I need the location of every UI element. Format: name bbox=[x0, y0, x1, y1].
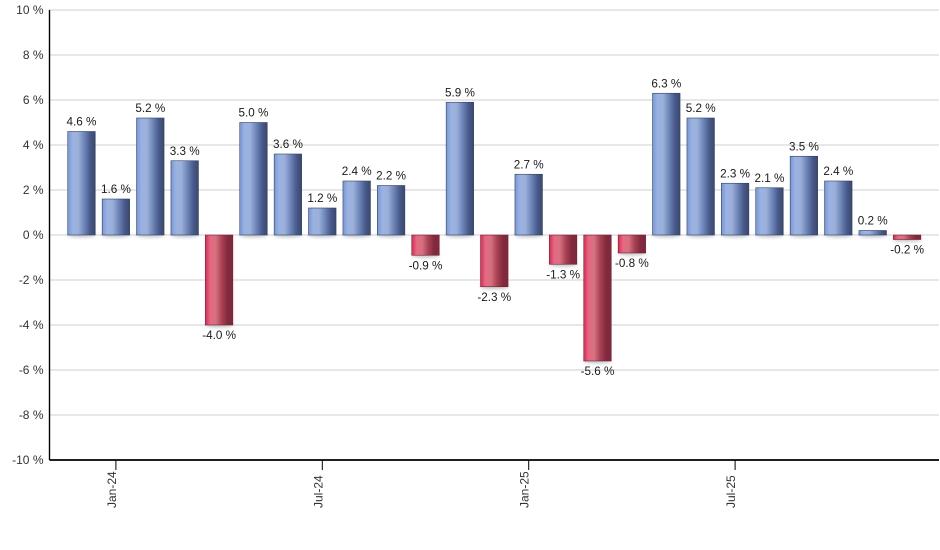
svg-text:4 %: 4 % bbox=[23, 138, 44, 152]
svg-text:-0.2 %: -0.2 % bbox=[890, 244, 924, 257]
svg-text:-8 %: -8 % bbox=[19, 408, 44, 422]
svg-text:10 %: 10 % bbox=[16, 3, 44, 17]
svg-text:-10 %: -10 % bbox=[12, 453, 44, 467]
svg-text:-4.0 %: -4.0 % bbox=[202, 329, 236, 342]
svg-text:5.2 %: 5.2 % bbox=[686, 102, 716, 115]
svg-text:-6 %: -6 % bbox=[19, 363, 44, 377]
svg-text:-2.3 %: -2.3 % bbox=[477, 291, 511, 304]
svg-text:-5.6 %: -5.6 % bbox=[581, 365, 615, 378]
svg-text:2 %: 2 % bbox=[23, 183, 44, 197]
svg-text:6 %: 6 % bbox=[23, 93, 44, 107]
svg-text:2.3 %: 2.3 % bbox=[720, 167, 750, 180]
svg-text:0 %: 0 % bbox=[23, 228, 44, 242]
svg-text:Jul-24: Jul-24 bbox=[311, 475, 325, 508]
svg-text:3.3 %: 3.3 % bbox=[170, 145, 200, 158]
svg-text:2.4 %: 2.4 % bbox=[342, 165, 372, 178]
svg-text:5.9 %: 5.9 % bbox=[445, 86, 475, 99]
svg-text:-4 %: -4 % bbox=[19, 318, 44, 332]
svg-text:5.2 %: 5.2 % bbox=[135, 102, 165, 115]
svg-text:Jul-25: Jul-25 bbox=[724, 475, 738, 508]
svg-text:2.4 %: 2.4 % bbox=[823, 165, 853, 178]
svg-text:3.6 %: 3.6 % bbox=[273, 138, 303, 151]
svg-text:-0.9 %: -0.9 % bbox=[409, 259, 443, 272]
svg-text:6.3 %: 6.3 % bbox=[651, 77, 681, 90]
svg-text:0.2 %: 0.2 % bbox=[858, 215, 888, 228]
svg-text:-2 %: -2 % bbox=[19, 273, 44, 287]
svg-text:2.2 %: 2.2 % bbox=[376, 170, 406, 183]
svg-text:8 %: 8 % bbox=[23, 48, 44, 62]
svg-text:3.5 %: 3.5 % bbox=[789, 140, 819, 153]
svg-text:1.2 %: 1.2 % bbox=[307, 192, 337, 205]
svg-text:4.6 %: 4.6 % bbox=[67, 116, 97, 129]
svg-text:-0.8 %: -0.8 % bbox=[615, 257, 649, 270]
svg-text:Jan-25: Jan-25 bbox=[518, 471, 532, 508]
svg-text:-1.3 %: -1.3 % bbox=[546, 268, 580, 281]
svg-text:Jan-24: Jan-24 bbox=[105, 471, 119, 508]
svg-text:1.6 %: 1.6 % bbox=[101, 183, 131, 196]
svg-text:5.0 %: 5.0 % bbox=[239, 107, 269, 120]
svg-text:2.1 %: 2.1 % bbox=[755, 172, 785, 185]
svg-text:2.7 %: 2.7 % bbox=[514, 158, 544, 171]
